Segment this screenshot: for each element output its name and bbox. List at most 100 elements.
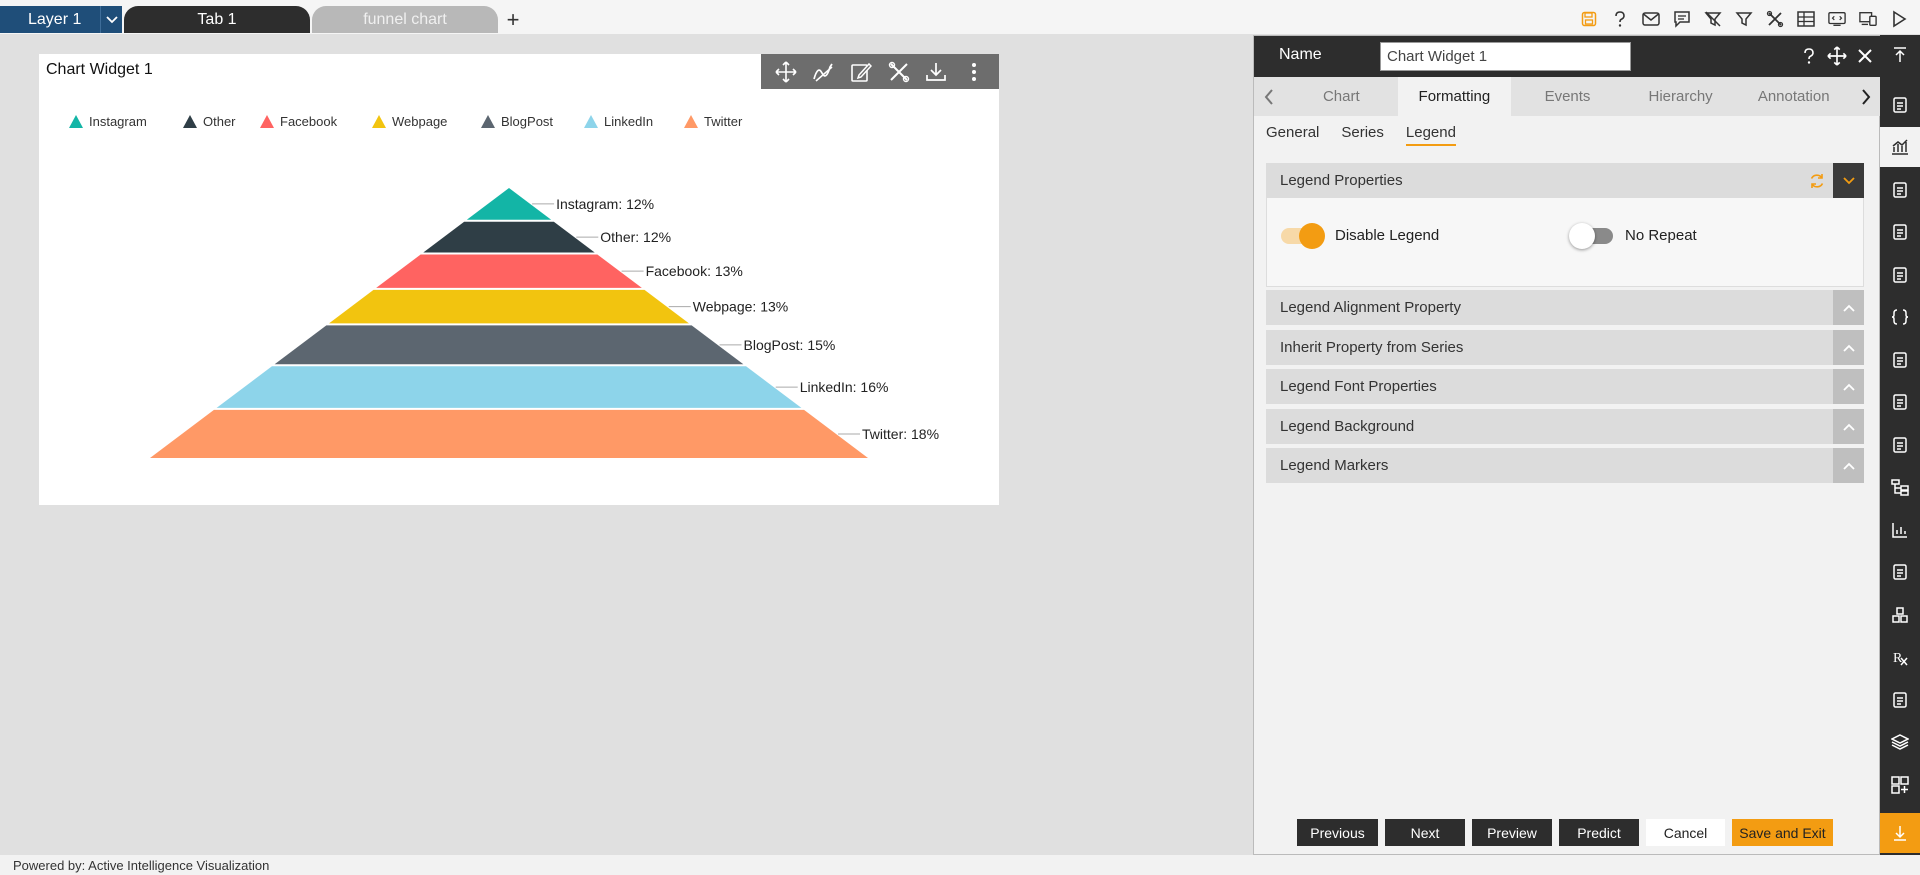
legend-marker-icon [260,115,274,128]
sheet-icon[interactable] [1880,680,1920,720]
section-legend-alignment[interactable]: Legend Alignment Property [1266,290,1864,325]
tabs-prev-arrow-icon[interactable] [1254,77,1285,116]
rx-icon[interactable]: R [1880,637,1920,677]
help-icon[interactable] [1611,10,1629,28]
funnel-segment-other[interactable] [423,221,595,253]
download-bottom-icon[interactable] [1880,813,1920,853]
chevron-down-icon[interactable] [1833,163,1864,198]
filter-icon[interactable] [1735,10,1753,28]
mail-icon[interactable] [1642,10,1660,28]
tools-icon[interactable] [1766,10,1784,28]
embed-icon[interactable] [1828,10,1846,28]
bar-chart-icon[interactable] [1880,510,1920,550]
list-icon[interactable] [1880,85,1920,125]
download-icon[interactable] [923,59,949,85]
subtab-legend[interactable]: Legend [1405,124,1456,146]
collapse-top-icon[interactable] [1880,35,1920,75]
subtab-series[interactable]: Series [1341,124,1384,141]
add-widget-icon[interactable] [1880,765,1920,805]
legend-label: LinkedIn [604,114,654,129]
legend-item-instagram[interactable]: Instagram [69,114,183,129]
legend-item-linkedin[interactable]: LinkedIn [584,114,684,129]
document-icon[interactable] [1880,255,1920,295]
predict-button[interactable]: Predict [1559,819,1639,846]
cancel-button[interactable]: Cancel [1646,819,1725,846]
section-legend-markers[interactable]: Legend Markers [1266,448,1864,483]
chevron-down-icon[interactable] [100,6,122,33]
tab-events[interactable]: Events [1544,88,1591,105]
code-icon[interactable] [1880,297,1920,337]
add-tab-button[interactable]: + [506,6,520,32]
play-icon[interactable] [1890,10,1908,28]
next-button[interactable]: Next [1385,819,1465,846]
section-legend-background[interactable]: Legend Background [1266,409,1864,444]
map-icon[interactable] [1880,170,1920,210]
save-icon[interactable] [1580,10,1598,28]
devices-icon[interactable] [1859,10,1877,28]
legend-item-webpage[interactable]: Webpage [372,114,481,129]
more-icon[interactable] [961,59,987,85]
svg-text:R: R [1893,651,1903,666]
tab-1[interactable]: Tab 1 [124,6,310,33]
tab-chart[interactable]: Chart [1322,88,1360,105]
preview-button[interactable]: Preview [1472,819,1552,846]
grid-chart-icon[interactable] [1880,382,1920,422]
cubes-icon[interactable] [1880,595,1920,635]
chevron-up-icon[interactable] [1833,409,1864,444]
move-icon[interactable] [1827,46,1847,66]
report-icon[interactable] [1880,212,1920,252]
tabs-next-arrow-icon[interactable] [1850,77,1881,116]
tab-funnel-chart[interactable]: funnel chart [312,6,498,33]
legend-label: Webpage [392,114,448,129]
tab-hierarchy[interactable]: Hierarchy [1648,88,1713,105]
data-label-twitter: Twitter: 18% [862,426,939,442]
save-and-exit-button[interactable]: Save and Exit [1732,819,1833,846]
layer-selector[interactable]: Layer 1 [0,6,122,33]
legend-item-blogpost[interactable]: BlogPost [481,114,584,129]
chevron-up-icon[interactable] [1833,330,1864,365]
file-icon[interactable] [1880,425,1920,465]
funnel-segment-twitter[interactable] [150,409,868,458]
funnel-segment-instagram[interactable] [466,188,552,220]
section-legend-properties[interactable]: Legend Properties [1266,163,1864,198]
section-legend-font[interactable]: Legend Font Properties [1266,369,1864,404]
funnel-segment-linkedin[interactable] [216,366,802,408]
name-input[interactable] [1380,42,1631,71]
legend-marker-icon [481,115,495,128]
chevron-up-icon[interactable] [1833,448,1864,483]
tab-label: Tab 1 [197,10,237,28]
table-icon[interactable] [1797,10,1815,28]
funnel-segment-blogpost[interactable] [274,325,744,365]
no-repeat-toggle[interactable] [1569,222,1615,249]
funnel-segment-webpage[interactable] [329,289,689,324]
settings-icon[interactable] [886,59,912,85]
chart-widget[interactable]: Chart Widget 1 Instagram Other Facebook Web… [39,54,999,505]
edit-icon[interactable] [848,59,874,85]
legend-item-other[interactable]: Other [183,114,260,129]
close-icon[interactable] [1855,46,1875,66]
chevron-up-icon[interactable] [1833,290,1864,325]
image-icon[interactable] [1880,340,1920,380]
tab-annotation[interactable]: Annotation [1757,88,1830,105]
move-icon[interactable] [773,59,799,85]
copy-icon[interactable] [1880,552,1920,592]
tree-icon[interactable] [1880,467,1920,507]
draw-icon[interactable] [810,59,836,85]
clear-filter-icon[interactable] [1704,10,1722,28]
tab-label: funnel chart [363,10,447,28]
legend-item-twitter[interactable]: Twitter [684,114,754,129]
disable-legend-label: Disable Legend [1335,227,1440,244]
disable-legend-toggle[interactable] [1279,222,1325,249]
subtab-general[interactable]: General [1266,124,1320,141]
comment-icon[interactable] [1673,10,1691,28]
layers-icon[interactable] [1880,722,1920,762]
section-inherit-property[interactable]: Inherit Property from Series [1266,330,1864,365]
chevron-up-icon[interactable] [1833,369,1864,404]
chart-icon[interactable] [1880,127,1920,167]
tab-formatting[interactable]: Formatting [1397,77,1511,116]
funnel-segment-facebook[interactable] [376,254,642,288]
refresh-icon[interactable] [1808,172,1826,190]
legend-item-facebook[interactable]: Facebook [260,114,372,129]
help-icon[interactable] [1799,46,1819,66]
previous-button[interactable]: Previous [1297,819,1378,846]
